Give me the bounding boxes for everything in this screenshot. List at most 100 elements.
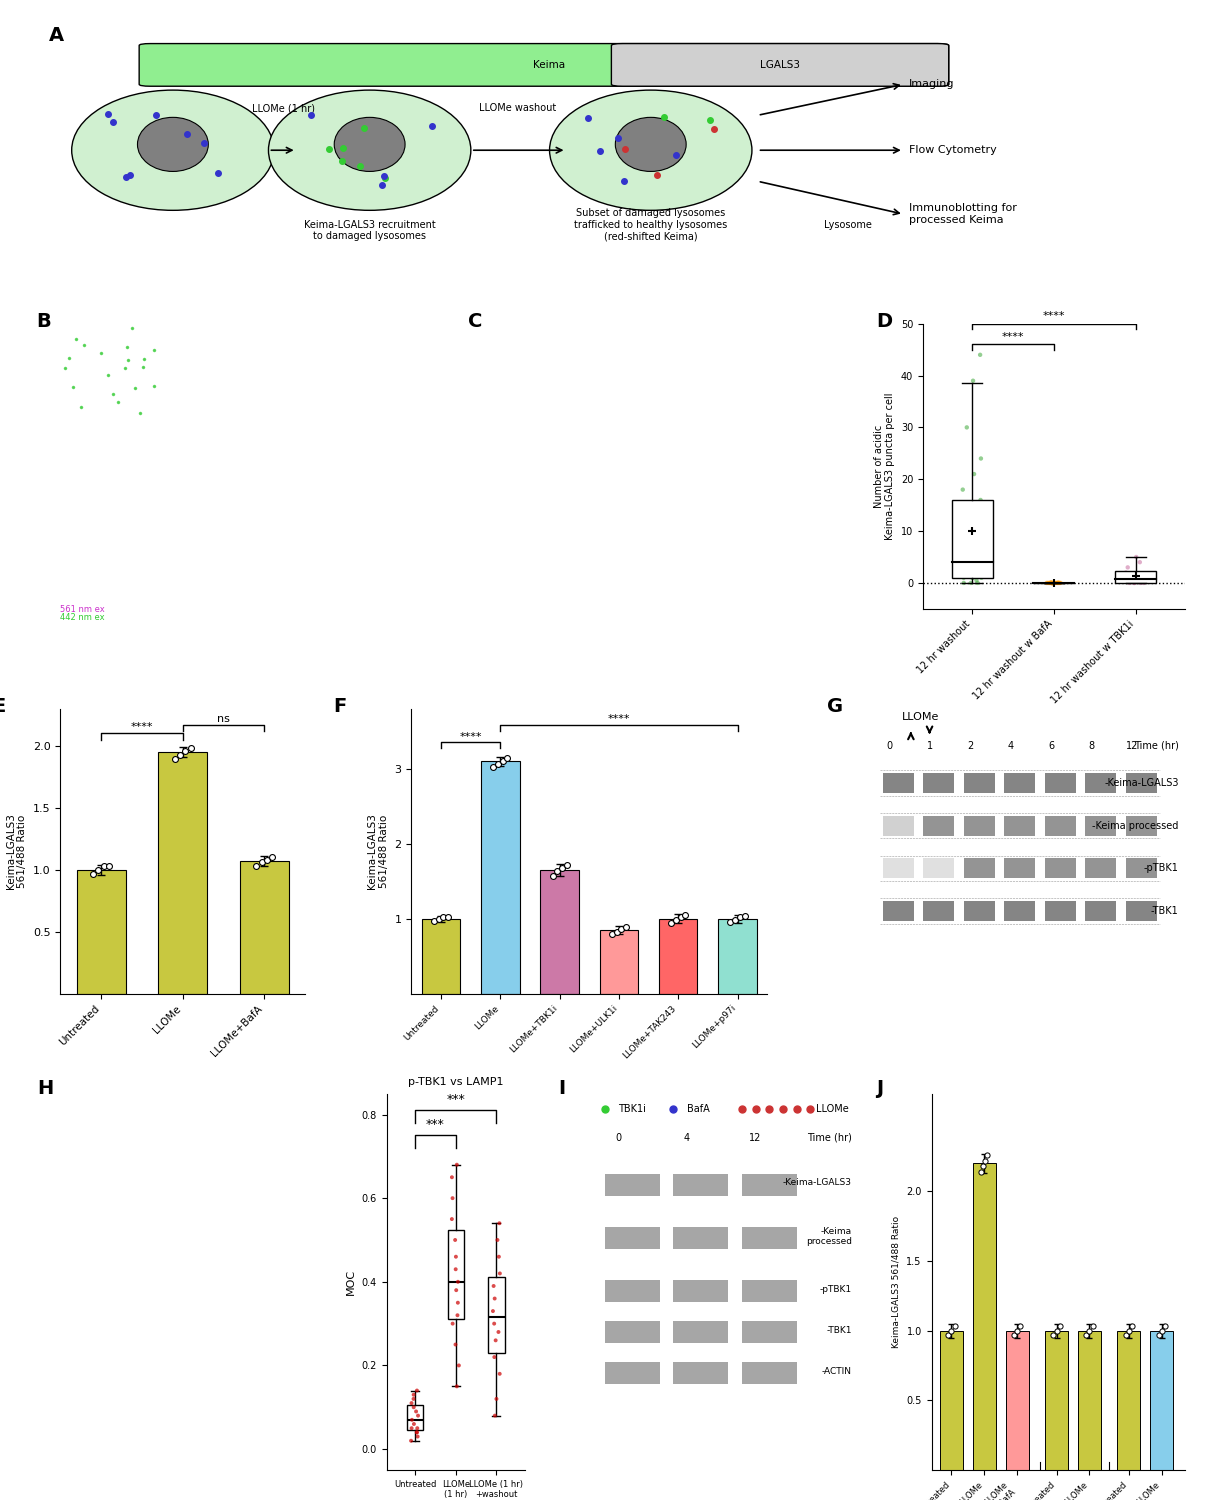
Bar [924,816,954,836]
Bar [1126,772,1157,794]
Point [1130,550,1150,574]
Point [1043,572,1063,596]
Text: Keima: Keima [533,60,566,70]
Point [404,1383,423,1407]
Bar [964,816,995,836]
Text: Flow Cytometry: Flow Cytometry [909,146,997,154]
Point [968,572,988,596]
Point [557,852,577,876]
Point [486,1329,505,1353]
Point [401,1428,421,1452]
Bar [742,1322,797,1342]
Y-axis label: Keima-LGALS3 561/488 Ratio: Keima-LGALS3 561/488 Ratio [892,1215,901,1348]
Text: E: E [0,698,5,715]
Text: Subset of damaged lysosomes
trafficked to healthy lysosomes
(red-shifted Keima): Subset of damaged lysosomes trafficked t… [574,209,728,242]
Text: Immunoblotting for
processed Keima: Immunoblotting for processed Keima [909,204,1017,225]
Text: 442 nm ex: 442 nm ex [60,614,105,622]
FancyBboxPatch shape [612,44,949,86]
Bar [1115,572,1156,584]
Y-axis label: Keima-LGALS3
561/488 Ratio: Keima-LGALS3 561/488 Ratio [368,813,389,889]
Point [964,566,983,590]
Point [1037,572,1057,596]
Point [956,519,976,543]
Point [1149,1323,1168,1347]
Point [442,1166,462,1190]
PathPatch shape [407,1406,423,1431]
Text: 12: 12 [750,1132,762,1143]
Bar [1045,772,1076,794]
Bar [1126,816,1157,836]
Point [1041,572,1060,596]
Point [485,1311,504,1335]
Text: 12: 12 [1126,741,1138,750]
Bar [1078,1330,1101,1470]
Bar [939,1330,962,1470]
Ellipse shape [334,117,405,171]
Bar [659,920,698,995]
Point [1045,572,1064,596]
Bar [742,1227,797,1250]
Text: B: B [36,312,51,332]
Bar [924,772,954,794]
Text: 8: 8 [1088,741,1094,750]
Text: TBK1i: TBK1i [619,1104,647,1114]
Text: LLOMe washout: LLOMe washout [480,104,556,114]
FancyBboxPatch shape [139,44,949,86]
Point [1007,1318,1026,1342]
Text: Time (hr): Time (hr) [1134,741,1179,750]
Text: BafA: BafA [687,1104,710,1114]
Point [1129,568,1149,592]
Bar [742,1362,797,1383]
Point [1127,566,1146,590]
Point [973,1154,993,1178]
Point [954,544,973,568]
Point [978,1143,997,1167]
Point [407,1416,427,1440]
Bar [481,760,520,994]
Point [401,1416,421,1440]
Point [1076,1323,1095,1347]
Point [498,746,517,770]
Text: 4: 4 [1007,741,1013,750]
Text: ****: **** [1042,310,1065,321]
Bar [964,772,995,794]
Bar [1045,816,1076,836]
Point [945,1314,965,1338]
Point [543,864,562,888]
Point [942,1318,961,1342]
Point [83,861,103,885]
Point [1047,572,1066,596]
Point [735,904,754,928]
Point [404,1388,423,1411]
Ellipse shape [550,90,752,210]
Bar [673,1322,728,1342]
Point [960,550,979,574]
Point [175,740,195,764]
Point [971,530,990,554]
Bar [883,858,914,879]
Point [446,1278,465,1302]
Point [676,903,695,927]
Point [88,858,108,882]
Point [1080,1318,1099,1342]
Point [406,1400,426,1423]
PathPatch shape [447,1230,464,1320]
Point [442,1186,462,1210]
Bar [1006,1330,1029,1470]
Y-axis label: Number of acidic
Keima-LGALS3 puncta per cell: Number of acidic Keima-LGALS3 puncta per… [874,393,896,540]
Text: -Keima-LGALS3: -Keima-LGALS3 [782,1179,851,1188]
Point [1116,1323,1135,1347]
Bar [673,1227,728,1250]
Point [488,1320,508,1344]
Bar [604,1280,660,1302]
Point [94,853,114,877]
Point [961,572,980,596]
Point [170,742,190,766]
Text: ****: **** [131,722,154,732]
Text: J: J [875,1078,883,1098]
Point [1049,572,1069,596]
Point [403,1408,422,1432]
Bar [883,902,914,921]
Bar [883,816,914,836]
Text: F: F [334,698,347,715]
